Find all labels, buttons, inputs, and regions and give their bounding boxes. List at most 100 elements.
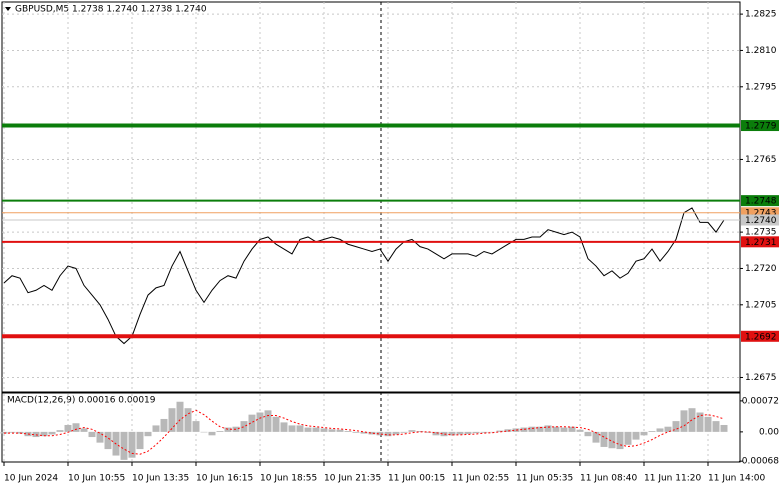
level-label: 1.2779 [745,122,777,132]
level-label-box [741,236,779,248]
y-tick-label: 0.00072 [742,396,779,406]
macd-bar [168,408,176,432]
macd-bar [584,431,592,437]
level-label: 1.2748 [745,197,777,207]
macd-bar [344,431,352,432]
macd-bar [456,431,464,435]
macd-bar [352,431,360,433]
macd-bar [424,431,432,433]
macd-bar [288,425,296,432]
macd-bar [536,426,544,432]
macd-bar [8,431,16,433]
macd-bar [88,431,96,438]
macd-bar [400,431,408,433]
macd-bar [232,426,240,432]
macd-bar [480,431,488,433]
macd-bar [208,431,216,436]
macd-bar [128,431,136,458]
y-tick-label: 0.00 [759,427,779,437]
y-tick-label: 1.2735 [745,228,777,238]
x-tick-label: 11 Jun 08:40 [580,474,637,484]
macd-bar [392,431,400,435]
x-tick-label: 10 Jun 21:35 [324,474,381,484]
x-tick-label: 11 Jun 14:00 [708,474,765,484]
macd-bar [408,430,416,432]
macd-bar [512,428,520,432]
macd-bar [72,423,80,432]
macd-bar [384,431,392,437]
macd-bar [48,431,56,435]
macd-bar [592,431,600,443]
level-label: 1.2731 [745,238,777,248]
level-label-box [741,195,779,207]
macd-bar [704,416,712,432]
macd-bar [104,431,112,450]
macd-bar [496,430,504,432]
macd-bar [616,431,624,450]
macd-bar [144,431,152,437]
macd-bar [40,431,48,437]
macd-bar [608,431,616,449]
macd-bar [248,414,256,432]
macd-bar [272,416,280,432]
menu-arrow [5,7,11,11]
macd-bar [160,418,168,432]
macd-bar [528,426,536,432]
macd-bar [448,431,456,436]
macd-bar [96,431,104,443]
macd-bar [240,421,248,432]
x-tick-label: 10 Jun 2024 [4,474,58,484]
macd-bar [560,427,568,432]
macd-bar [472,431,480,434]
macd-bar [720,424,728,432]
macd-bar [120,431,128,460]
macd-bar [504,429,512,432]
level-label-box [741,214,779,226]
macd-bar [656,428,664,432]
macd-bar [544,425,552,432]
y-tick-label: 1.2795 [745,82,777,92]
macd-bar [552,426,560,432]
macd-bar [328,429,336,432]
macd-bar [568,426,576,432]
level-label: 1.2692 [745,332,777,342]
level-label-box [741,330,779,342]
macd-bar [296,425,304,432]
macd-bar [680,410,688,432]
y-tick-label: 1.2675 [745,373,777,383]
macd-bar [488,431,496,433]
macd-bar [376,431,384,436]
x-tick-label: 10 Jun 13:35 [132,474,189,484]
x-tick-label: 10 Jun 16:15 [196,474,253,484]
macd-bar [520,427,528,432]
y-tick-label: 1.2705 [745,300,777,310]
macd-bar [712,421,720,432]
macd-bar [224,427,232,432]
y-tick-label: 1.2825 [745,10,777,20]
x-tick-label: 11 Jun 11:20 [644,474,701,484]
macd-bar [184,408,192,432]
macd-bar [64,424,72,432]
y-tick-label: -0.00068 [739,457,780,467]
x-tick-label: 11 Jun 02:55 [452,474,509,484]
macd-bar [640,431,648,436]
macd-bar [440,431,448,437]
macd-bar [80,428,88,432]
macd-bar [600,431,608,447]
level-label: 1.2740 [745,216,777,226]
macd-bar [264,410,272,432]
macd-panel-border [1,392,741,463]
x-tick-label: 11 Jun 05:35 [516,474,573,484]
macd-bar [256,412,264,432]
level-label-box [741,207,779,219]
y-tick-label: 1.2810 [745,46,777,56]
y-tick-label: 1.2765 [745,155,777,165]
macd-bar [696,412,704,432]
main-panel-border [1,1,741,393]
y-tick-label: 1.2720 [745,264,777,274]
macd-bar [648,431,656,432]
macd-bar [136,431,144,450]
macd-bar [672,421,680,432]
macd-bar [416,431,424,432]
